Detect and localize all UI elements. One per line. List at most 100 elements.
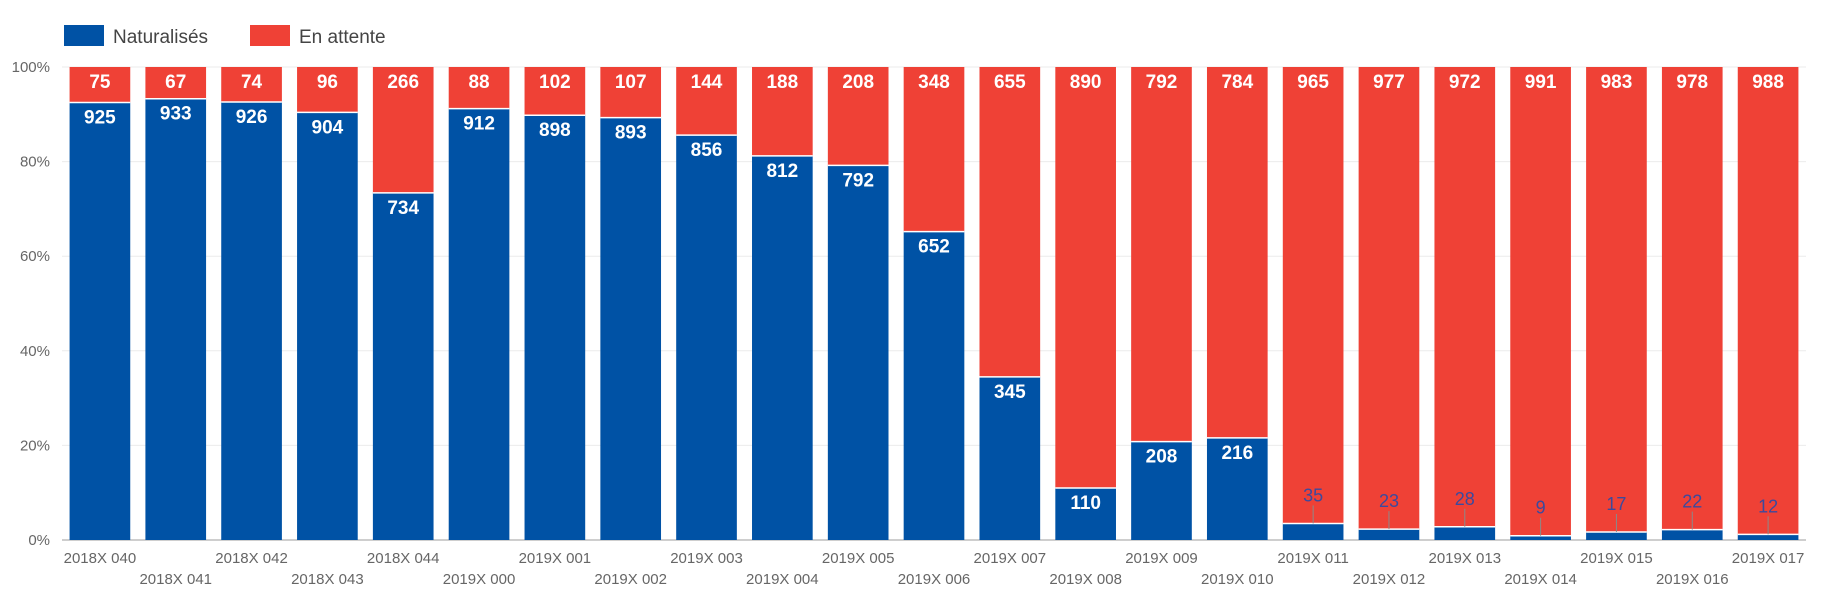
y-tick-label: 100%: [12, 59, 50, 76]
bar-en-attente-2019x-014: [1510, 67, 1571, 536]
value-label-naturalises: 22: [1682, 492, 1702, 512]
value-label-naturalises: 893: [615, 123, 647, 144]
legend: Naturalisés En attente: [64, 25, 386, 48]
value-label-en-attente: 74: [241, 72, 263, 93]
value-label-naturalises: 17: [1606, 494, 1626, 514]
bar-naturalises-2019x-007: [979, 376, 1041, 540]
bar-naturalises-2019x-013: [1434, 526, 1496, 540]
bar-en-attente-2018x-043: [297, 67, 358, 113]
value-label-naturalises: 792: [842, 170, 874, 191]
value-label-en-attente: 655: [994, 72, 1026, 93]
bar-en-attente-2019x-008: [1055, 67, 1116, 488]
value-label-naturalises: 23: [1379, 491, 1399, 511]
value-label-naturalises: 345: [994, 382, 1026, 403]
legend-label-en-attente: En attente: [299, 27, 386, 48]
bar-en-attente-2019x-003: [676, 67, 737, 136]
value-label-en-attente: 67: [165, 72, 186, 93]
x-tick-label: 2019X 010: [1201, 571, 1274, 588]
x-tick-label: 2019X 009: [1125, 550, 1198, 567]
value-label-en-attente: 988: [1752, 72, 1784, 93]
bar-en-attente-2019x-009: [1131, 67, 1192, 442]
x-tick-label: 2019X 013: [1428, 550, 1501, 567]
x-tick-label: 2019X 017: [1732, 550, 1805, 567]
x-tick-label: 2018X 044: [367, 550, 440, 567]
bar-en-attente-2019x-004: [752, 67, 813, 156]
value-label-naturalises: 898: [539, 120, 571, 141]
x-tick-label: 2019X 008: [1049, 571, 1122, 588]
value-label-naturalises: 912: [463, 114, 495, 135]
bar-en-attente-2019x-007: [979, 67, 1041, 377]
x-tick-label: 2019X 005: [822, 550, 895, 567]
bar-naturalises-2019x-012: [1358, 529, 1420, 540]
value-label-en-attente: 991: [1525, 72, 1557, 93]
value-label-naturalises: 812: [766, 161, 798, 182]
x-tick-label: 2019X 004: [746, 571, 819, 588]
value-label-en-attente: 348: [918, 72, 950, 93]
bar-naturalises-2019x-016: [1661, 529, 1723, 540]
value-label-en-attente: 983: [1601, 72, 1633, 93]
legend-swatch-en-attente: [250, 25, 290, 46]
value-label-naturalises: 856: [691, 140, 723, 161]
x-tick-label: 2018X 041: [139, 571, 212, 588]
value-label-naturalises: 28: [1455, 489, 1475, 509]
bar-naturalises-2019x-009: [1131, 441, 1192, 540]
bar-en-attente-2019x-015: [1586, 67, 1647, 532]
bar-en-attente-2018x-042: [221, 67, 282, 103]
value-label-en-attente: 266: [387, 72, 419, 93]
x-tick-label: 2019X 012: [1353, 571, 1426, 588]
x-tick-label: 2019X 003: [670, 550, 743, 567]
bar-naturalises-2019x-006: [903, 231, 965, 540]
y-tick-label: 40%: [20, 343, 50, 360]
bar-en-attente-2018x-041: [145, 67, 207, 99]
bar-naturalises-2018x-044: [372, 192, 434, 540]
x-tick-label: 2019X 000: [443, 571, 516, 588]
bar-naturalises-2019x-003: [676, 135, 737, 540]
y-tick-label: 60%: [20, 248, 50, 265]
bar-en-attente-2019x-013: [1434, 67, 1496, 527]
bar-naturalises-2018x-042: [221, 102, 282, 540]
value-label-en-attente: 977: [1373, 72, 1405, 93]
bar-en-attente-2019x-012: [1358, 67, 1420, 530]
value-label-en-attente: 88: [468, 72, 489, 93]
bar-naturalises-2018x-043: [297, 112, 358, 541]
value-label-naturalises: 110: [1070, 493, 1101, 514]
x-tick-label: 2019X 002: [594, 571, 667, 588]
value-label-en-attente: 978: [1676, 72, 1708, 93]
value-label-en-attente: 784: [1221, 72, 1253, 93]
bar-en-attente-2019x-010: [1206, 67, 1268, 438]
bar-en-attente-2018x-040: [69, 67, 131, 103]
bar-en-attente-2019x-006: [903, 67, 965, 232]
value-label-en-attente: 107: [615, 72, 647, 93]
bar-naturalises-2019x-015: [1586, 531, 1647, 540]
x-tick-label: 2019X 015: [1580, 550, 1653, 567]
value-label-en-attente: 208: [842, 72, 874, 93]
bar-naturalises-2019x-005: [827, 165, 889, 540]
bar-naturalises-2019x-017: [1737, 534, 1799, 540]
x-tick-label: 2019X 007: [974, 550, 1047, 567]
bar-en-attente-2019x-002: [600, 67, 662, 118]
value-label-naturalises: 925: [84, 107, 116, 128]
bar-naturalises-2019x-014: [1510, 535, 1571, 540]
x-tick-label: 2018X 043: [291, 571, 364, 588]
y-axis: 0% 20% 40% 60% 80% 100%: [12, 59, 50, 549]
y-tick-label: 20%: [20, 437, 50, 454]
value-label-naturalises: 926: [236, 107, 268, 128]
value-label-naturalises: 652: [918, 237, 950, 258]
x-tick-label: 2019X 014: [1504, 571, 1577, 588]
value-label-en-attente: 102: [539, 72, 571, 93]
y-tick-label: 80%: [20, 154, 50, 171]
value-label-naturalises: 35: [1303, 485, 1323, 505]
value-label-naturalises: 216: [1221, 443, 1253, 464]
bar-naturalises-2019x-010: [1206, 437, 1268, 540]
bar-en-attente-2019x-001: [524, 67, 586, 116]
bar-naturalises-2018x-041: [145, 98, 207, 540]
value-label-en-attente: 792: [1146, 72, 1178, 93]
bar-naturalises-2019x-004: [752, 155, 813, 540]
legend-label-naturalises: Naturalisés: [113, 27, 208, 48]
bar-en-attente-2018x-044: [372, 67, 434, 193]
value-label-en-attente: 972: [1449, 72, 1481, 93]
x-tick-label: 2018X 042: [215, 550, 288, 567]
